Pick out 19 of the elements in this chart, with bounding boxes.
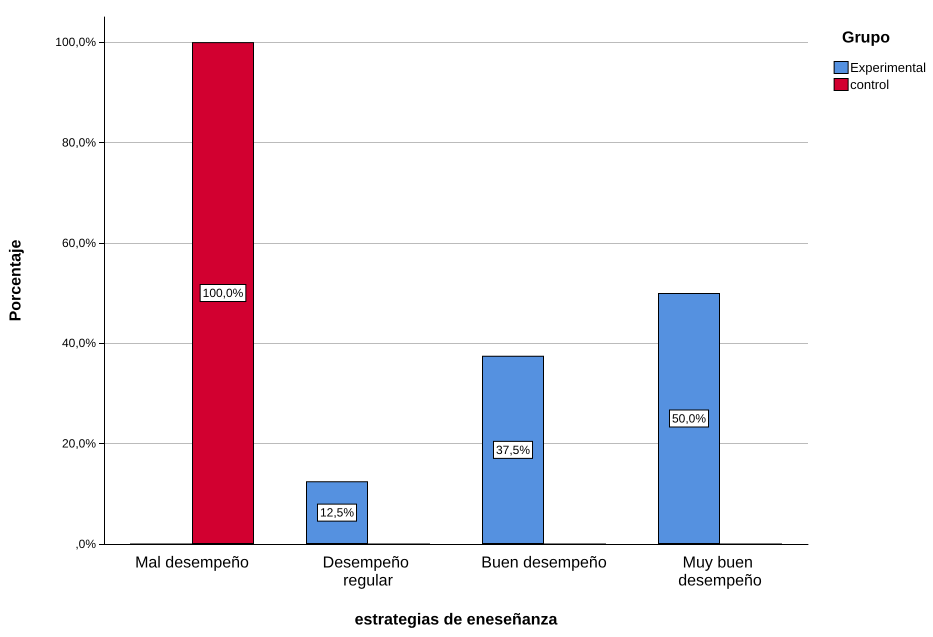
y-tick-label: 40,0%	[62, 336, 96, 350]
legend-title: Grupo	[842, 30, 890, 46]
data-label: 100,0%	[202, 286, 244, 300]
y-tick-label: 80,0%	[62, 135, 96, 150]
x-tick-label: Desempeño regular	[322, 554, 414, 590]
y-axis-title: Porcentaje	[8, 239, 24, 322]
data-label: 50,0%	[672, 412, 706, 426]
y-tick-label: 60,0%	[62, 236, 96, 250]
y-tick-label: ,0%	[75, 537, 96, 551]
data-label: 37,5%	[496, 442, 530, 457]
y-tick-label: 20,0%	[62, 436, 96, 451]
x-tick-label: Buen desempeño	[481, 554, 607, 572]
x-tick-label: Muy buen desempeño	[678, 554, 762, 590]
data-label: 12,5%	[320, 506, 354, 520]
x-axis-title: estrategias de eneseñanza	[354, 612, 558, 628]
legend-label: Experimental	[850, 60, 926, 75]
legend-label: control	[850, 77, 890, 92]
x-tick-label: Mal desempeño	[135, 554, 250, 572]
y-tick-label: 100,0%	[55, 35, 96, 50]
